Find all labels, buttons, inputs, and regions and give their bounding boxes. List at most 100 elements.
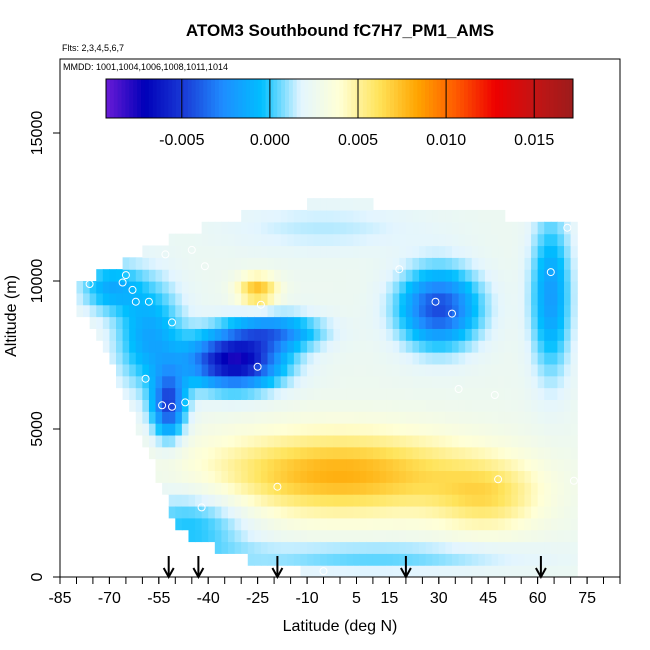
heatmap-cell	[537, 387, 545, 400]
heatmap-cell	[419, 281, 427, 294]
heatmap-cell	[168, 352, 176, 365]
heatmap-cell	[340, 553, 348, 566]
heatmap-cell	[412, 494, 420, 507]
heatmap-cell	[478, 387, 486, 400]
heatmap-cell	[484, 446, 493, 460]
colorbar-segment	[106, 79, 111, 118]
heatmap-cell	[498, 233, 506, 247]
colorbar-segment	[409, 79, 414, 118]
heatmap-cell	[386, 505, 394, 519]
heatmap-cell	[247, 446, 255, 460]
heatmap-cell	[471, 316, 479, 329]
sample-point	[161, 250, 170, 259]
heatmap-cell	[155, 269, 163, 282]
heatmap-cell	[544, 541, 552, 554]
colorbar-segment	[148, 79, 154, 118]
heatmap-cell	[247, 316, 255, 329]
heatmap-cell	[287, 269, 295, 282]
heatmap-cell	[228, 446, 236, 460]
heatmap-cell	[188, 328, 196, 341]
heatmap-cell	[412, 316, 420, 329]
heatmap-cell	[129, 316, 137, 329]
heatmap-cell	[458, 352, 466, 365]
heatmap-cell	[313, 233, 321, 247]
heatmap-cell	[537, 352, 545, 365]
heatmap-cell	[135, 281, 143, 294]
heatmap-cell	[379, 399, 387, 412]
heatmap-cell	[228, 328, 236, 341]
heatmap-cell	[287, 221, 295, 235]
heatmap-cell	[524, 565, 532, 577]
heatmap-cell	[405, 517, 414, 531]
heatmap-cell	[188, 505, 196, 519]
heatmap-cell	[234, 387, 242, 400]
heatmap-cell	[550, 470, 559, 483]
heatmap-cell	[445, 565, 453, 577]
heatmap-cell	[214, 387, 223, 400]
heatmap-cell	[386, 245, 394, 258]
heatmap-cell	[498, 517, 506, 531]
heatmap-cell	[274, 209, 282, 223]
heatmap-cell	[201, 316, 209, 329]
heatmap-cell	[214, 375, 223, 389]
heatmap-cell	[148, 316, 157, 329]
heatmap-cell	[484, 352, 493, 365]
colorbar-segment	[487, 79, 492, 118]
heatmap-cell	[188, 340, 196, 353]
heatmap-cell	[287, 304, 295, 318]
heatmap-cell	[181, 387, 190, 400]
heatmap-cell	[478, 316, 486, 329]
heatmap-cell	[412, 458, 420, 472]
heatmap-cell	[570, 375, 578, 389]
heatmap-cell	[544, 233, 552, 247]
colorbar-segment	[144, 79, 150, 118]
heatmap-cell	[550, 375, 559, 389]
heatmap-cell	[498, 565, 506, 577]
heatmap-cell	[142, 399, 150, 412]
heatmap-cell	[346, 233, 354, 247]
heatmap-cell	[557, 316, 565, 329]
heatmap-cell	[452, 375, 460, 389]
heatmap-cell	[498, 446, 506, 460]
heatmap-cell	[148, 245, 157, 258]
heatmap-cell	[379, 245, 387, 258]
heatmap-cell	[412, 292, 420, 306]
heatmap-cell	[465, 221, 473, 235]
heatmap-cell	[531, 458, 539, 472]
heatmap-cell	[300, 281, 308, 294]
colorbar-segment	[374, 79, 379, 118]
heatmap-cell	[372, 233, 381, 247]
heatmap-cell	[89, 281, 97, 294]
heatmap-cell	[326, 198, 335, 211]
heatmap-cell	[300, 257, 308, 270]
heatmap-cell	[208, 363, 216, 377]
heatmap-cell	[564, 387, 572, 400]
heatmap-cell	[313, 458, 321, 472]
heatmap-cell	[438, 363, 447, 377]
heatmap-cell	[353, 470, 361, 483]
heatmap-cell	[465, 565, 473, 577]
colorbar-segment	[285, 79, 290, 118]
heatmap-cell	[241, 281, 249, 294]
heatmap-cell	[320, 565, 328, 577]
heatmap-cell	[399, 470, 407, 483]
heatmap-cell	[452, 387, 460, 400]
heatmap-cell	[379, 517, 387, 531]
heatmap-cell	[438, 209, 447, 223]
heatmap-cell	[564, 411, 572, 424]
heatmap-cell	[465, 292, 473, 306]
heatmap-cell	[181, 281, 190, 294]
heatmap-cell	[116, 269, 124, 282]
colorbar-segment	[440, 79, 446, 118]
heatmap-cell	[254, 529, 262, 543]
heatmap-cell	[471, 281, 479, 294]
heatmap-cell	[313, 399, 321, 412]
heatmap-cell	[570, 482, 578, 495]
heatmap-cell	[293, 352, 302, 365]
heatmap-cell	[333, 399, 341, 412]
heatmap-cell	[280, 387, 288, 400]
heatmap-cell	[425, 245, 433, 258]
heatmap-cell	[524, 328, 532, 341]
heatmap-cell	[491, 340, 499, 353]
heatmap-cell	[135, 399, 143, 412]
